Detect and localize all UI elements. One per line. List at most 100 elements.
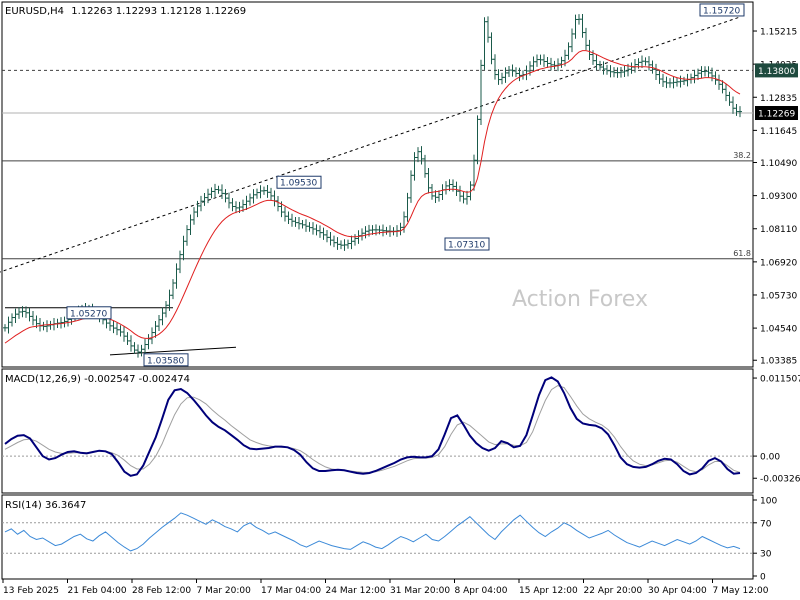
price-bar bbox=[363, 226, 368, 239]
price-bar bbox=[178, 250, 182, 274]
price-bar bbox=[220, 184, 224, 200]
price-bar bbox=[283, 206, 287, 222]
price-bar bbox=[227, 192, 231, 209]
price-bar bbox=[538, 54, 543, 65]
price-bar bbox=[297, 216, 301, 230]
price-bar bbox=[405, 192, 410, 222]
price-bar bbox=[668, 78, 672, 88]
price-tick-label: 1.08110 bbox=[760, 225, 797, 235]
price-bar bbox=[724, 83, 728, 102]
price-bar bbox=[206, 188, 210, 204]
price-bar bbox=[286, 211, 291, 224]
price-tick-label: 1.03385 bbox=[760, 357, 797, 367]
price-bar bbox=[682, 76, 686, 86]
price-bar bbox=[174, 263, 179, 289]
price-bar bbox=[384, 226, 389, 235]
price-bar bbox=[479, 59, 483, 125]
macd-y-axis: 0.011507 0.00 -0.003266 bbox=[753, 375, 800, 485]
x-tick-label: 24 Mar 12:00 bbox=[326, 586, 386, 596]
price-bar bbox=[202, 192, 207, 206]
price-bar bbox=[475, 115, 480, 165]
price-tick-label: 1.06920 bbox=[760, 258, 797, 268]
price-bar bbox=[3, 324, 7, 332]
price-bar bbox=[570, 28, 574, 53]
price-annotation-box bbox=[699, 3, 745, 17]
price-bar bbox=[531, 56, 536, 72]
price-bar bbox=[493, 54, 497, 80]
price-tick-label: 1.12835 bbox=[760, 94, 797, 104]
price-bar bbox=[307, 222, 312, 232]
chart-symbol: EURUSD,H4 1.12263 1.12293 1.12128 1.1226… bbox=[5, 6, 246, 17]
macd-line bbox=[4, 376, 741, 477]
price-bar bbox=[622, 66, 627, 78]
price-bar bbox=[671, 76, 676, 89]
price-bar bbox=[514, 67, 518, 78]
price-bar bbox=[48, 320, 53, 330]
price-bar bbox=[556, 58, 560, 72]
price-bar bbox=[559, 56, 564, 68]
price-bar bbox=[419, 146, 424, 165]
price-bar bbox=[265, 185, 270, 198]
fibonacci-level-label: 61.8 bbox=[733, 249, 751, 258]
price-bar bbox=[272, 190, 277, 207]
price-bar bbox=[45, 320, 49, 333]
price-bar bbox=[311, 222, 315, 235]
price-tick-label: 1.15215 bbox=[760, 28, 797, 38]
price-tick-label: 1.11645 bbox=[760, 127, 797, 137]
price-bar bbox=[444, 181, 448, 195]
price-bar bbox=[349, 235, 354, 250]
price-bar bbox=[587, 39, 592, 61]
price-bar bbox=[535, 54, 539, 67]
price-bar bbox=[269, 187, 273, 201]
price-bar bbox=[17, 307, 21, 319]
price-bar bbox=[689, 73, 693, 84]
price-bar bbox=[248, 193, 252, 206]
price-bar bbox=[304, 219, 308, 232]
price-bar bbox=[454, 181, 459, 197]
price-bar bbox=[346, 239, 350, 249]
price-bar bbox=[734, 103, 739, 116]
price-bar bbox=[549, 57, 553, 71]
price-annotation-label: 1.05270 bbox=[70, 309, 107, 319]
price-bar bbox=[199, 195, 203, 212]
price-bar bbox=[342, 239, 347, 251]
price-bar bbox=[727, 91, 732, 106]
price-bar bbox=[496, 69, 501, 85]
fibonacci-level-label: 38.2 bbox=[733, 151, 751, 160]
x-tick-label: 13 Feb 2025 bbox=[3, 586, 59, 596]
price-bar bbox=[675, 77, 679, 87]
x-tick-label: 28 Feb 12:00 bbox=[132, 586, 191, 596]
price-bar bbox=[440, 184, 445, 201]
price-bar bbox=[262, 186, 266, 195]
price-bar bbox=[146, 334, 151, 350]
price-bar bbox=[608, 65, 613, 78]
x-tick-label: 22 Apr 20:00 bbox=[584, 586, 643, 596]
price-bar bbox=[409, 170, 413, 203]
price-bar bbox=[171, 279, 175, 300]
price-bar bbox=[335, 237, 340, 250]
price-bar bbox=[290, 213, 294, 227]
price-bar bbox=[489, 32, 494, 65]
price-bar bbox=[692, 69, 697, 84]
price-bar bbox=[10, 313, 14, 327]
price-bar bbox=[160, 307, 165, 326]
price-bar bbox=[258, 185, 263, 199]
price-bar bbox=[664, 76, 669, 89]
price-bar bbox=[192, 207, 196, 225]
price-bar bbox=[41, 321, 46, 331]
price-bar bbox=[465, 190, 469, 205]
rsi-y-axis: 100 70 30 0 bbox=[753, 497, 777, 583]
price-bar bbox=[381, 224, 385, 237]
price-bar bbox=[510, 64, 515, 77]
rsi-panel-frame bbox=[1, 494, 754, 580]
level-price-box bbox=[755, 63, 798, 78]
watermark: Action Forex bbox=[512, 287, 648, 312]
price-annotation-label: 1.09530 bbox=[280, 179, 317, 189]
price-bar bbox=[584, 27, 588, 51]
x-tick-label: 7 Mar 20:00 bbox=[197, 586, 252, 596]
price-annotation-box bbox=[66, 306, 112, 320]
price-tick-label: 1.05730 bbox=[760, 291, 797, 301]
price-bar bbox=[293, 217, 298, 227]
price-annotation-label: 1.07310 bbox=[448, 241, 485, 251]
macd-tick-label: -0.003266 bbox=[760, 475, 800, 485]
